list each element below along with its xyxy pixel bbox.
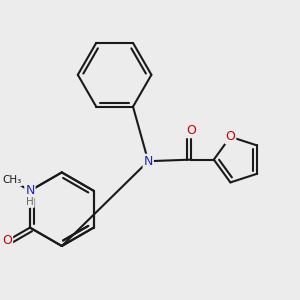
Text: N: N <box>143 155 153 168</box>
Text: N: N <box>25 184 34 197</box>
Text: O: O <box>2 234 12 247</box>
Text: H: H <box>26 197 34 207</box>
Text: O: O <box>187 124 196 137</box>
Text: CH₃: CH₃ <box>2 176 22 185</box>
Text: O: O <box>226 130 235 143</box>
